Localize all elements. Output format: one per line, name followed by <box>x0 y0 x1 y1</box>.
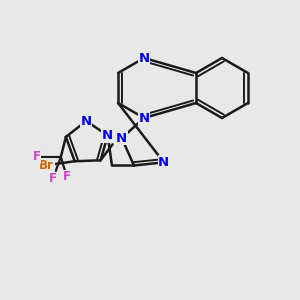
Text: N: N <box>116 132 127 145</box>
Text: Br: Br <box>39 159 54 172</box>
Text: N: N <box>139 112 150 124</box>
Text: F: F <box>33 150 41 164</box>
Text: F: F <box>63 170 71 183</box>
Text: N: N <box>139 52 150 64</box>
Text: N: N <box>81 115 92 128</box>
Text: N: N <box>102 129 113 142</box>
Text: N: N <box>158 156 169 169</box>
Text: F: F <box>49 172 57 185</box>
